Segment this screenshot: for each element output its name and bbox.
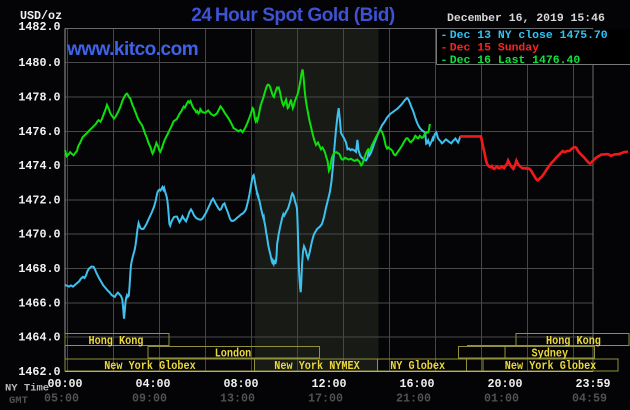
svg-text:London: London — [215, 347, 252, 361]
svg-text:00:00: 00:00 — [47, 377, 82, 391]
svg-text:09:00: 09:00 — [132, 392, 167, 406]
svg-text:Hong Kong: Hong Kong — [546, 334, 601, 348]
svg-text:24 Hour Spot Gold (Bid): 24 Hour Spot Gold (Bid) — [191, 5, 395, 26]
svg-text:USD/oz: USD/oz — [20, 9, 62, 23]
svg-text:New York Globex: New York Globex — [505, 359, 597, 373]
svg-text:Sydney: Sydney — [532, 347, 569, 361]
svg-text:Dec 15 Sunday: Dec 15 Sunday — [450, 41, 539, 54]
svg-text:21:00: 21:00 — [396, 392, 431, 406]
svg-text:1464.0: 1464.0 — [18, 331, 60, 345]
svg-text:-: - — [441, 41, 448, 54]
svg-text:New York Globex: New York Globex — [104, 359, 196, 373]
svg-text:23:59: 23:59 — [575, 377, 610, 391]
svg-text:1478.0: 1478.0 — [18, 91, 60, 105]
svg-text:1472.0: 1472.0 — [18, 193, 60, 207]
svg-text:GMT: GMT — [9, 395, 28, 407]
svg-text:-: - — [441, 29, 448, 42]
svg-text:www.kitco.com: www.kitco.com — [66, 39, 198, 60]
svg-text:1462.0: 1462.0 — [18, 365, 60, 379]
svg-text:-: - — [441, 54, 448, 67]
svg-text:Hong Kong: Hong Kong — [89, 334, 144, 348]
svg-text:NY Globex: NY Globex — [390, 359, 445, 373]
svg-text:1476.0: 1476.0 — [18, 125, 60, 139]
svg-text:December 16, 2019 15:46: December 16, 2019 15:46 — [447, 12, 605, 25]
svg-text:20:00: 20:00 — [487, 377, 522, 391]
svg-text:NY Time: NY Time — [5, 383, 49, 395]
svg-text:1468.0: 1468.0 — [18, 262, 60, 276]
svg-text:12:00: 12:00 — [311, 377, 346, 391]
svg-text:1466.0: 1466.0 — [18, 296, 60, 310]
svg-text:01:00: 01:00 — [484, 392, 519, 406]
svg-text:1480.0: 1480.0 — [18, 56, 60, 70]
svg-text:1470.0: 1470.0 — [18, 228, 60, 242]
svg-text:08:00: 08:00 — [223, 377, 258, 391]
svg-text:New York NYMEX: New York NYMEX — [274, 359, 360, 373]
svg-text:16:00: 16:00 — [399, 377, 434, 391]
svg-text:Dec 16 Last 1476.40: Dec 16 Last 1476.40 — [450, 54, 581, 67]
svg-text:13:00: 13:00 — [220, 392, 255, 406]
svg-text:1474.0: 1474.0 — [18, 159, 60, 173]
svg-text:17:00: 17:00 — [308, 392, 343, 406]
svg-text:Dec 13 NY close 1475.70: Dec 13 NY close 1475.70 — [450, 29, 608, 42]
svg-text:04:59: 04:59 — [572, 392, 607, 406]
svg-text:05:00: 05:00 — [44, 392, 79, 406]
svg-text:04:00: 04:00 — [135, 377, 170, 391]
svg-text:1482.0: 1482.0 — [18, 20, 60, 34]
